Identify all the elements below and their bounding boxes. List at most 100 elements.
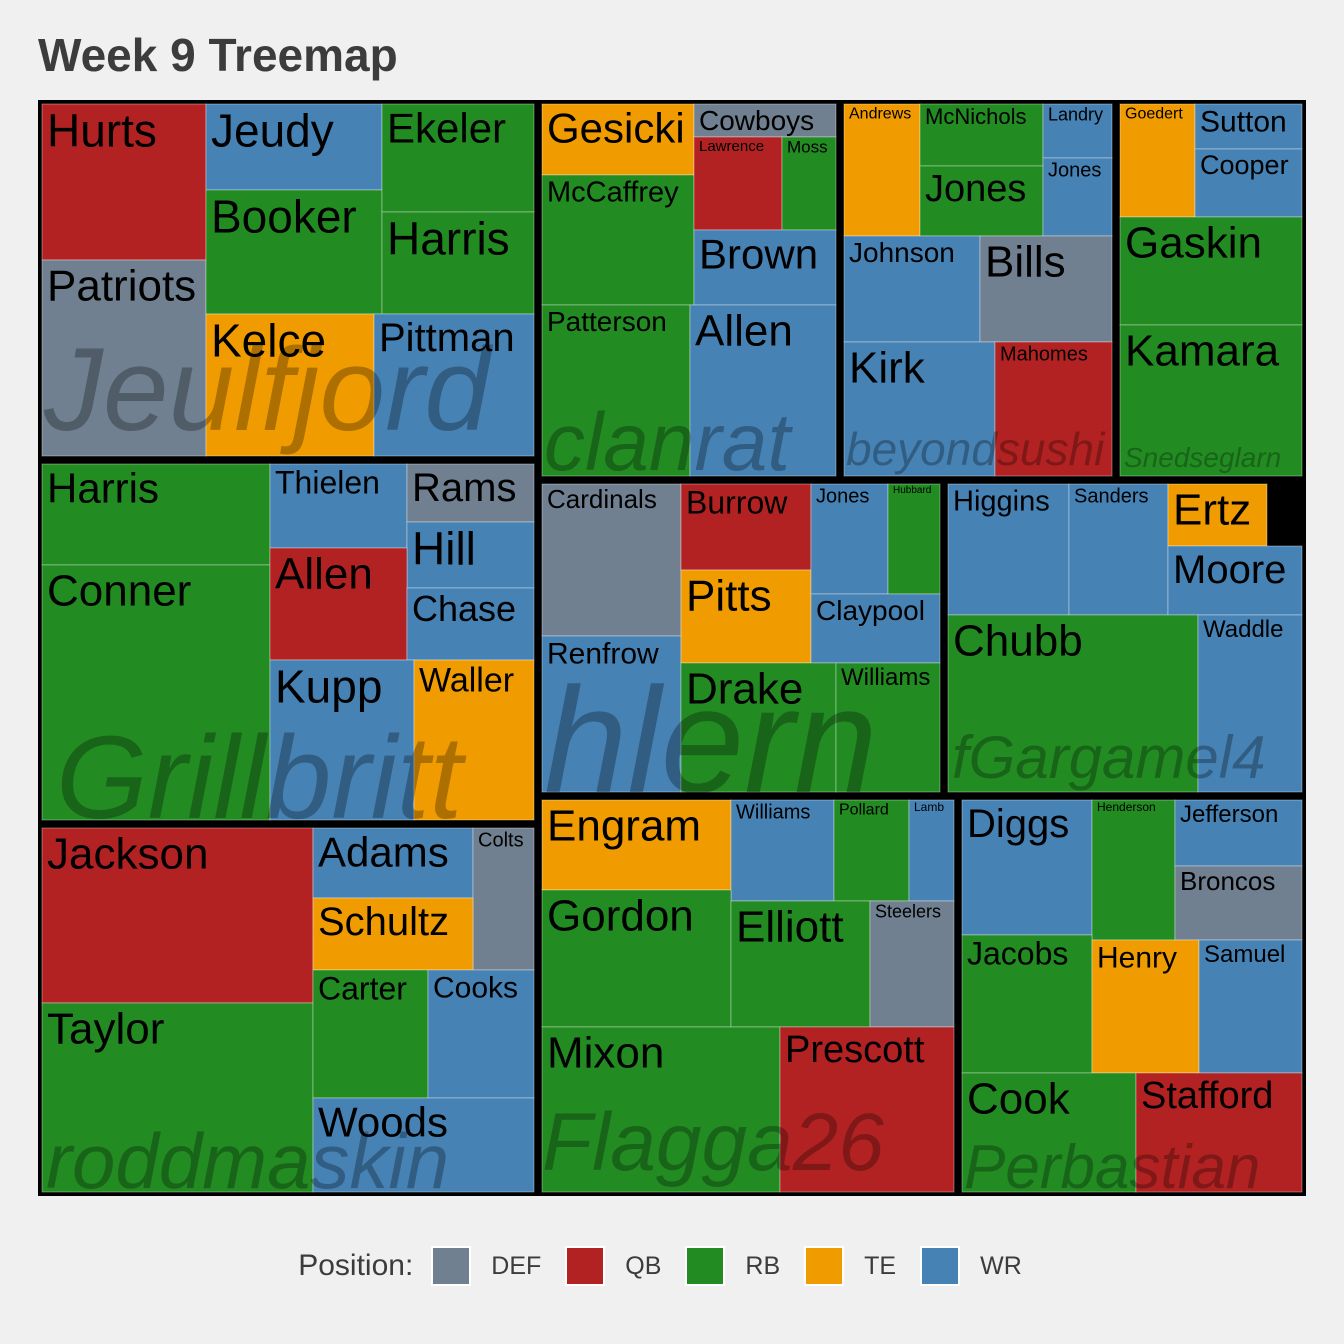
cell-engram-te <box>541 799 732 891</box>
player-label-gaskin: Gaskin <box>1125 218 1262 267</box>
player-label-waller: Waller <box>419 661 514 699</box>
player-label-conner: Conner <box>47 566 191 615</box>
cell-moore-wr <box>1167 545 1303 616</box>
group-label-perbastian: Perbastian <box>964 1133 1260 1196</box>
player-label-harris: Harris <box>387 212 510 264</box>
group-perbastian: Perbastian Diggs Henderson Jefferson Broncos… <box>961 799 1303 1196</box>
cell-broncos-def <box>1174 865 1303 941</box>
legend-swatch-qb <box>565 1246 606 1286</box>
cell-gaskin-rb <box>1119 216 1303 326</box>
player-label-kelce: Kelce <box>211 314 326 366</box>
cell-kupp-wr <box>269 659 415 821</box>
player-label-jackson: Jackson <box>47 829 208 878</box>
cell-woods-wr <box>312 1097 535 1193</box>
cell-mixon-rb <box>541 1026 781 1193</box>
player-label-cooper: Cooper <box>1200 150 1289 180</box>
group-label-flagga26: Flagga26 <box>542 1097 884 1188</box>
player-label-pittman: Pittman <box>379 316 515 360</box>
cell-higgins-wr <box>947 483 1070 616</box>
group-label-fgargamel4: fGargamel4 <box>952 724 1265 791</box>
player-label-johnson: Johnson <box>849 237 955 268</box>
player-label-lamb: Lamb <box>914 800 944 814</box>
cell-elliott-rb <box>730 900 871 1028</box>
player-label-diggs: Diggs <box>967 802 1069 846</box>
player-label-ertz: Ertz <box>1173 485 1251 534</box>
cell-mahomes-qb <box>994 341 1113 477</box>
player-label-carter: Carter <box>318 970 407 1006</box>
group-jeulfjord: Jeulfjord Hurts Patriots Jeudy Booker Kelce Ek… <box>41 103 535 457</box>
cell-pollard-rb <box>833 799 910 902</box>
legend-item-qb: QB <box>565 1246 661 1286</box>
cell-cook-rb <box>961 1072 1137 1193</box>
cell-jeudy-wr <box>205 103 383 191</box>
player-label-chubb: Chubb <box>953 616 1083 665</box>
cell-kelce-te <box>205 313 375 457</box>
cell-drake-rb <box>680 662 837 793</box>
player-label-hurts: Hurts <box>47 104 157 156</box>
cell-moss-rb <box>781 136 837 231</box>
cell-landry-wr <box>1042 103 1113 159</box>
player-label-kupp: Kupp <box>275 660 382 712</box>
cell-brown-wr <box>693 229 837 306</box>
cell-burrow-qb <box>680 483 812 571</box>
player-label-jefferson: Jefferson <box>1180 801 1278 828</box>
player-label-renfrow: Renfrow <box>547 638 659 671</box>
player-label-cowboys: Cowboys <box>699 105 814 136</box>
legend: Position: DEF QB RB TE WR <box>0 1243 1344 1289</box>
player-label-pollard: Pollard <box>839 802 889 819</box>
player-label-landry: Landry <box>1048 105 1103 125</box>
cell-colts-def <box>472 827 535 971</box>
player-label-drake: Drake <box>686 664 803 713</box>
group-clanrat: clanrat Gesicki McCaffrey Patterson Cowboys L… <box>541 103 837 488</box>
cell-pittman-wr <box>373 313 535 457</box>
group-label-snedseglarn: Snedseglarn <box>1124 442 1281 473</box>
legend-label-def: DEF <box>491 1251 542 1280</box>
cell-jackson-qb <box>41 827 314 1004</box>
cell-jones-wr <box>1042 157 1113 237</box>
player-label-steelers: Steelers <box>875 902 941 922</box>
group-hlern: hlern Cardinals Renfrow Burrow Pitts Jones Hub… <box>541 483 941 824</box>
player-label-brown: Brown <box>699 231 818 278</box>
cell-pitts-te <box>680 569 812 664</box>
cell-chase-wr <box>406 587 535 661</box>
player-label-kirk: Kirk <box>849 343 926 392</box>
cell-jones-rb <box>919 165 1044 237</box>
treemap-chart: Jeulfjord Hurts Patriots Jeudy Booker Kelce Ek… <box>38 100 1306 1196</box>
player-label-colts: Colts <box>478 829 524 851</box>
cell-chubb-rb <box>947 614 1199 793</box>
cell-patterson-rb <box>541 304 691 477</box>
player-label-hubbard: Hubbard <box>893 485 931 496</box>
cell-adams-wr <box>312 827 474 899</box>
cell-harris-rb <box>41 463 271 566</box>
player-label-gesicki: Gesicki <box>547 105 685 152</box>
player-label-chase: Chase <box>412 588 516 629</box>
cell-carter-rb <box>312 969 429 1099</box>
player-label-mccaffrey: McCaffrey <box>547 177 679 209</box>
group-flagga26: Flagga26 Engram Williams Pollard Lamb Gordon E… <box>541 799 955 1193</box>
cell-taylor-rb <box>41 1002 314 1193</box>
cell-jacobs-rb <box>961 934 1093 1074</box>
cell-cardinals-def <box>541 483 682 637</box>
legend-title: Position: <box>298 1249 414 1282</box>
cell-conner-rb <box>41 564 271 821</box>
player-label-pitts: Pitts <box>686 571 772 620</box>
cell-hubbard-rb <box>887 483 941 595</box>
cell-williams-rb <box>835 662 941 793</box>
player-label-waddle: Waddle <box>1203 616 1283 643</box>
player-label-goedert: Goedert <box>1125 106 1183 123</box>
cell-henderson-rb <box>1091 799 1176 941</box>
player-label-adams: Adams <box>318 829 449 876</box>
group-label-jeulfjord: Jeulfjord <box>43 324 493 456</box>
group-fgargamel4: fGargamel4 Higgins Sanders Ertz Moore Chubb Wa… <box>947 483 1303 793</box>
player-label-cardinals: Cardinals <box>547 484 657 514</box>
player-label-broncos: Broncos <box>1180 866 1275 896</box>
legend-swatch-wr <box>920 1246 961 1286</box>
player-label-jacobs: Jacobs <box>967 935 1068 971</box>
player-label-jones: Jones <box>1048 159 1101 181</box>
cell-lawrence-qb <box>693 136 783 231</box>
legend-label-rb: RB <box>745 1251 781 1280</box>
cell-jefferson-wr <box>1174 799 1303 867</box>
player-label-henderson: Henderson <box>1097 800 1156 814</box>
cell-harris-rb <box>381 211 535 315</box>
cell-kirk-wr <box>843 341 996 477</box>
